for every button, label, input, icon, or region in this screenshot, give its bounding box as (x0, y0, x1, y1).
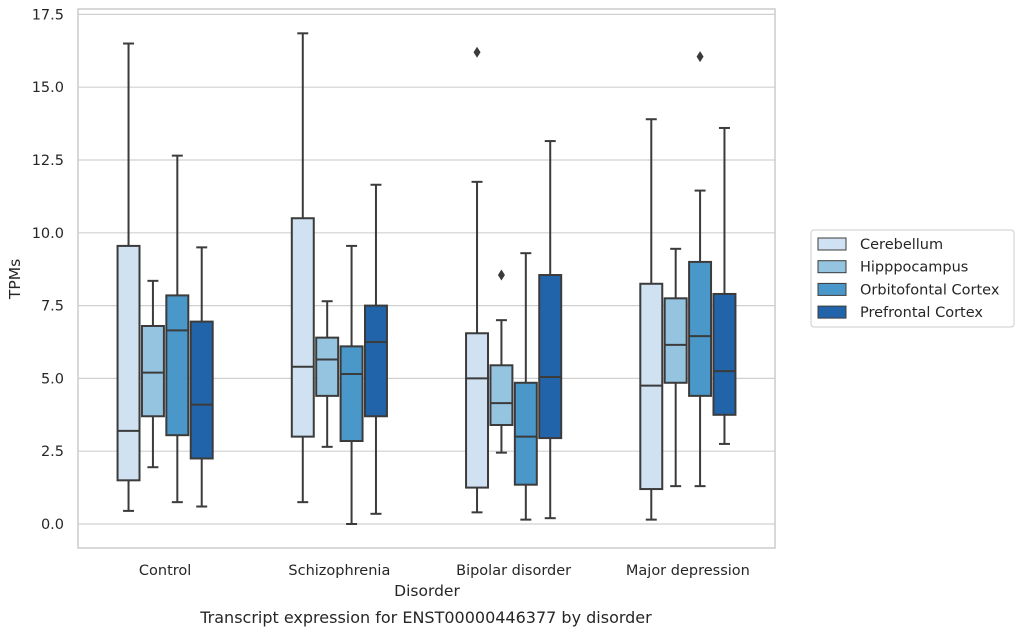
y-tick-label: 10.0 (32, 226, 64, 242)
legend-swatch (817, 282, 847, 296)
y-axis-label: TPMs (6, 259, 24, 300)
box-orbitofontal-cortex (165, 294, 190, 437)
plot-frame (77, 8, 776, 549)
box-cerebellum (116, 244, 141, 482)
outlier-point (473, 46, 481, 58)
box-hipppocampus (315, 336, 340, 397)
box-group (465, 46, 563, 521)
box-group (290, 32, 388, 525)
x-axis-label: Disorder (394, 582, 460, 600)
figure-caption: Transcript expression for ENST0000044637… (199, 608, 652, 627)
box-cerebellum (465, 332, 490, 489)
box-hipppocampus (663, 297, 688, 384)
box-orbitofontal-cortex (339, 345, 364, 443)
y-tick-label: 0.0 (41, 517, 64, 533)
box-hipppocampus (140, 324, 165, 418)
legend-label: Prefrontal Cortex (860, 305, 983, 321)
outlier-point (497, 269, 505, 281)
x-tick-label: Schizophrenia (288, 563, 390, 579)
box-prefrontal-cortex (712, 292, 737, 416)
x-tick-labels: Control Schizophrenia Bipolar disorder Majo… (139, 563, 750, 579)
box-hipppocampus (489, 364, 514, 426)
box-cerebellum (290, 217, 315, 438)
legend-swatch (817, 237, 847, 251)
legend-label: Hipppocampus (860, 260, 968, 276)
box-group (116, 42, 214, 512)
y-tick-label: 17.5 (32, 7, 64, 23)
box-prefrontal-cortex (538, 274, 563, 440)
box-prefrontal-cortex (363, 304, 388, 418)
y-tick-label: 5.0 (41, 371, 64, 387)
outlier-point (696, 51, 704, 63)
legend-swatch (817, 305, 847, 319)
x-tick-label: Control (139, 563, 191, 579)
legend-label: Cerebellum (860, 237, 943, 253)
x-tick-label: Major depression (626, 563, 750, 579)
legend: Cerebellum Hipppocampus Orbitofontal Corte… (810, 229, 1015, 328)
legend-frame (810, 229, 1015, 328)
y-tick-labels: 0.0 2.5 5.0 7.5 10.0 12.5 15.0 17.5 (32, 7, 64, 533)
y-tick-label: 12.5 (32, 153, 64, 169)
x-tick-label: Bipolar disorder (456, 563, 571, 579)
box-groups (116, 32, 737, 525)
y-tick-label: 7.5 (41, 299, 64, 315)
box-orbitofontal-cortex (688, 260, 713, 397)
box-orbitofontal-cortex (513, 381, 538, 486)
box-prefrontal-cortex (189, 320, 214, 460)
box-group (639, 51, 737, 521)
legend-label: Orbitofontal Cortex (860, 282, 1000, 298)
y-tick-label: 15.0 (32, 80, 64, 96)
gridlines (78, 13, 775, 525)
legend-swatch (817, 260, 847, 274)
y-tick-label: 2.5 (41, 444, 64, 460)
